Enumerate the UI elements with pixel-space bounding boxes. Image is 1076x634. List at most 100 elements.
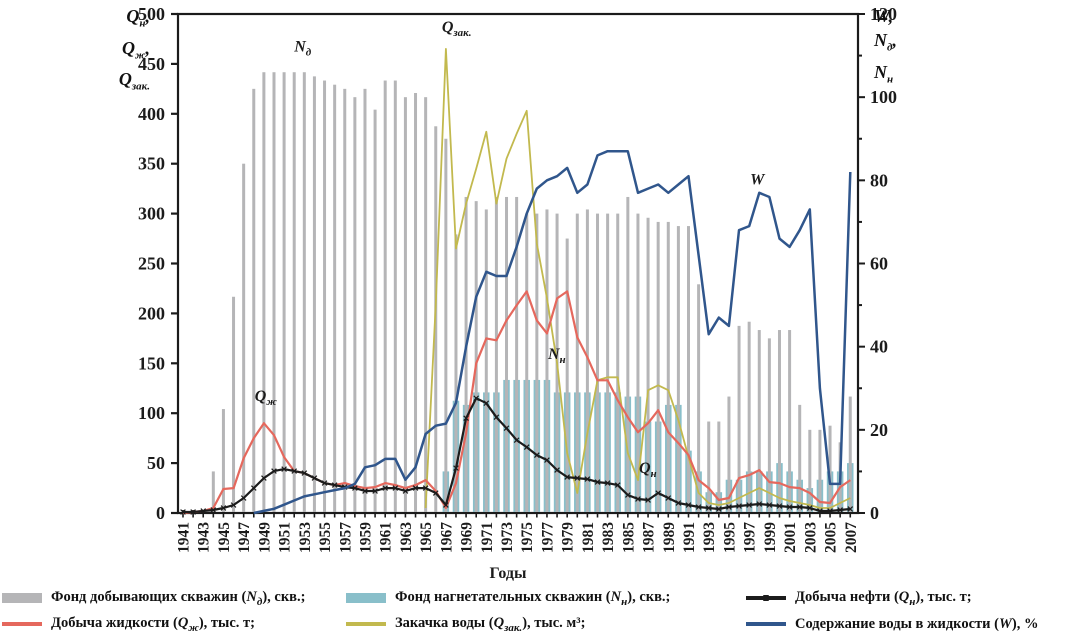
year-tick-label: 1959: [357, 522, 374, 553]
bar: [535, 213, 539, 512]
year-tick-label: 1969: [459, 522, 476, 553]
legend-line-swatch: [2, 622, 42, 626]
bar: [767, 338, 771, 512]
left-tick-label: 0: [156, 503, 165, 523]
bar: [444, 138, 448, 512]
bar: [777, 330, 781, 512]
series-annotation: Qж: [255, 388, 278, 408]
bar: [848, 396, 852, 512]
year-tick-label: 1995: [721, 522, 738, 553]
legend-item: Фонд добывающих скважин (Nд), скв.;: [2, 588, 305, 608]
year-tick-label: 1975: [519, 522, 536, 553]
right-tick-label: 0: [870, 503, 879, 523]
bar: [606, 213, 610, 512]
bar: [464, 196, 468, 512]
bar: [484, 209, 488, 513]
year-tick-label: 1973: [499, 522, 516, 553]
year-tick-label: 1987: [641, 522, 658, 553]
bar: [343, 88, 347, 512]
year-tick-label: 1943: [196, 522, 213, 553]
bar: [808, 429, 812, 512]
year-tick-label: 1953: [297, 522, 314, 553]
x-axis-title: Годы: [490, 565, 527, 582]
axis-title-line: Qзак.: [118, 69, 150, 93]
legend-bar-swatch: [346, 593, 386, 603]
bar: [788, 330, 792, 512]
year-tick-label: 1999: [762, 522, 779, 553]
series-annotation: Nн: [547, 346, 566, 366]
year-tick-label: 1985: [620, 522, 637, 553]
series-annotation: W: [750, 171, 766, 188]
legend-line-swatch: [346, 622, 386, 626]
bar: [565, 238, 569, 513]
bar: [515, 196, 519, 512]
right-tick-label: 20: [870, 420, 888, 440]
bar: [312, 76, 316, 512]
bar: [383, 80, 387, 513]
bar: [393, 80, 397, 513]
year-tick-label: 1951: [277, 522, 294, 553]
year-tick-label: 2007: [843, 522, 860, 553]
year-tick-label: 1983: [600, 522, 617, 553]
bar: [585, 209, 589, 513]
year-tick-label: 1949: [256, 522, 273, 553]
axis-title-line: Qж,: [122, 37, 150, 62]
bar: [414, 93, 418, 512]
bar: [697, 284, 701, 512]
bar: [575, 213, 579, 512]
bar: [302, 72, 306, 512]
right-axis-title: W, Nд, Nн: [874, 4, 944, 91]
bar: [616, 213, 620, 512]
bar: [242, 163, 246, 512]
right-tick-label: 40: [870, 337, 888, 357]
year-tick-label: 1997: [742, 522, 759, 553]
year-tick-label: 1967: [438, 522, 455, 553]
series-annotation: Qн: [639, 460, 657, 480]
bar: [747, 321, 751, 512]
bar: [505, 196, 509, 512]
year-tick-label: 1979: [560, 522, 577, 553]
year-tick-label: 1989: [661, 522, 678, 553]
bar: [727, 396, 731, 512]
year-tick-label: 1977: [539, 522, 556, 553]
bar: [292, 72, 296, 512]
bar: [717, 421, 721, 512]
right-tick-label: 80: [870, 170, 888, 190]
left-tick-label: 400: [138, 104, 165, 124]
left-tick-label: 300: [138, 204, 165, 224]
year-tick-label: 2003: [802, 522, 819, 553]
bar: [757, 330, 761, 512]
bar: [211, 471, 215, 512]
bar: [494, 196, 498, 512]
legend-bar-swatch: [2, 593, 42, 603]
legend-label: Добыча жидкости (Qж), тыс. т;: [51, 614, 255, 634]
bar: [818, 429, 822, 512]
bar: [221, 409, 225, 512]
year-tick-label: 1947: [236, 522, 253, 553]
legend-line-swatch: [746, 594, 786, 601]
bar: [828, 425, 832, 512]
year-tick-label: 1971: [479, 522, 496, 553]
bar: [798, 404, 802, 512]
bar: [403, 97, 407, 513]
bar: [252, 88, 256, 512]
year-tick-label: 2001: [782, 522, 799, 553]
axis-title-line: Nд,: [874, 30, 897, 54]
bar: [232, 296, 236, 512]
year-tick-label: 1991: [681, 522, 698, 553]
bar: [545, 209, 549, 513]
bar: [525, 213, 529, 512]
year-tick-label: 1965: [418, 522, 435, 553]
bar: [373, 109, 377, 513]
bar: [282, 72, 286, 512]
year-tick-label: 1945: [216, 522, 233, 553]
bar: [333, 84, 337, 513]
legend-line-swatch: [746, 622, 786, 626]
left-tick-label: 250: [138, 254, 165, 274]
bar: [737, 325, 741, 512]
right-tick-label: 60: [870, 254, 888, 274]
bar: [323, 80, 327, 513]
left-tick-label: 500: [138, 4, 165, 24]
year-tick-label: 1957: [337, 522, 354, 553]
